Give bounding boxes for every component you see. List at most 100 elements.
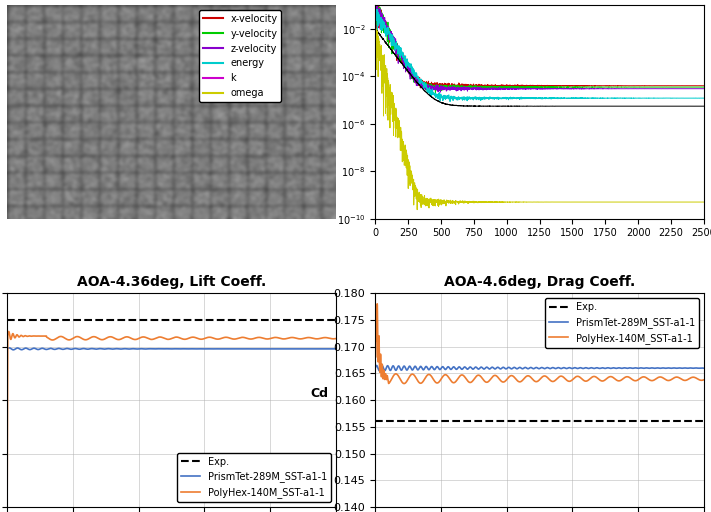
y-velocity xyxy=(652,84,661,90)
z-velocity xyxy=(378,13,386,19)
y-velocity xyxy=(431,90,439,96)
omega xyxy=(371,29,380,35)
PolyHex-140M_SST-a1-1 xyxy=(4,328,13,334)
PolyHex-140M_SST-a1-1 xyxy=(383,375,392,381)
x-velocity xyxy=(555,82,563,89)
Exp. xyxy=(371,418,380,424)
k xyxy=(665,103,673,109)
y-velocity xyxy=(665,84,673,90)
PrismTet-289M_SST-a1-1 xyxy=(68,346,76,352)
omega xyxy=(639,199,648,205)
y-velocity xyxy=(639,84,648,90)
x-velocity xyxy=(665,82,673,89)
PrismTet-289M_SST-a1-1 xyxy=(34,347,43,353)
omega xyxy=(665,199,673,205)
omega xyxy=(371,25,380,31)
x-velocity xyxy=(427,90,436,96)
Line: PrismTet-289M_SST-a1-1: PrismTet-289M_SST-a1-1 xyxy=(7,348,336,350)
k xyxy=(498,103,507,109)
y-velocity xyxy=(378,15,387,22)
y-velocity xyxy=(555,84,563,90)
k xyxy=(652,103,661,109)
y-velocity xyxy=(700,84,708,90)
k xyxy=(638,103,647,109)
k xyxy=(700,103,708,109)
Exp. xyxy=(371,418,380,424)
energy xyxy=(652,95,661,101)
z-velocity xyxy=(638,86,647,92)
PrismTet-289M_SST-a1-1 xyxy=(436,367,444,373)
z-velocity xyxy=(555,86,563,92)
PolyHex-140M_SST-a1-1 xyxy=(540,373,549,379)
PolyHex-140M_SST-a1-1 xyxy=(66,336,75,343)
Line: y-velocity: y-velocity xyxy=(375,1,704,93)
z-velocity xyxy=(498,86,507,92)
Y-axis label: Cd: Cd xyxy=(311,387,329,400)
z-velocity xyxy=(665,86,673,92)
z-velocity xyxy=(652,86,661,92)
PrismTet-289M_SST-a1-1 xyxy=(434,365,443,371)
Line: k: k xyxy=(375,29,704,106)
Legend: Exp., PrismTet-289M_SST-a1-1, PolyHex-140M_SST-a1-1: Exp., PrismTet-289M_SST-a1-1, PolyHex-14… xyxy=(176,453,331,502)
omega xyxy=(413,207,422,213)
k xyxy=(475,103,483,110)
PrismTet-289M_SST-a1-1 xyxy=(371,365,380,371)
Title: AOA-4.6deg, Drag Coeff.: AOA-4.6deg, Drag Coeff. xyxy=(444,275,635,289)
PrismTet-289M_SST-a1-1 xyxy=(700,365,708,371)
energy xyxy=(665,95,673,101)
PolyHex-140M_SST-a1-1 xyxy=(700,377,708,383)
Exp. xyxy=(3,317,11,323)
k xyxy=(378,35,386,41)
Line: PrismTet-289M_SST-a1-1: PrismTet-289M_SST-a1-1 xyxy=(375,366,704,371)
omega xyxy=(700,199,708,205)
PolyHex-140M_SST-a1-1 xyxy=(373,301,382,307)
PrismTet-289M_SST-a1-1 xyxy=(5,345,14,351)
PrismTet-289M_SST-a1-1 xyxy=(383,362,392,369)
PolyHex-140M_SST-a1-1 xyxy=(68,336,76,342)
z-velocity xyxy=(437,89,445,95)
Line: energy: energy xyxy=(375,9,704,101)
Title: AOA-4.36deg, Lift Coeff.: AOA-4.36deg, Lift Coeff. xyxy=(77,275,266,289)
PolyHex-140M_SST-a1-1 xyxy=(100,336,108,343)
PolyHex-140M_SST-a1-1 xyxy=(34,333,43,339)
energy xyxy=(700,95,708,101)
x-velocity xyxy=(639,83,648,89)
Line: x-velocity: x-velocity xyxy=(375,0,704,93)
PolyHex-140M_SST-a1-1 xyxy=(434,379,443,386)
x-velocity xyxy=(371,0,380,6)
PrismTet-289M_SST-a1-1 xyxy=(100,346,108,352)
energy xyxy=(378,18,387,25)
z-velocity xyxy=(371,0,380,1)
energy xyxy=(555,95,563,101)
PolyHex-140M_SST-a1-1 xyxy=(436,378,444,384)
z-velocity xyxy=(700,86,708,92)
k xyxy=(555,103,563,109)
omega xyxy=(555,199,563,205)
PolyHex-140M_SST-a1-1 xyxy=(172,334,181,340)
PrismTet-289M_SST-a1-1 xyxy=(9,347,18,353)
PrismTet-289M_SST-a1-1 xyxy=(375,368,383,374)
energy xyxy=(639,95,648,101)
PolyHex-140M_SST-a1-1 xyxy=(371,316,380,322)
y-velocity xyxy=(371,8,380,14)
energy xyxy=(498,96,507,102)
k xyxy=(371,26,380,32)
energy xyxy=(446,98,454,104)
Line: PolyHex-140M_SST-a1-1: PolyHex-140M_SST-a1-1 xyxy=(375,304,704,383)
PrismTet-289M_SST-a1-1 xyxy=(373,362,381,369)
omega xyxy=(498,199,507,205)
PrismTet-289M_SST-a1-1 xyxy=(331,346,340,352)
x-velocity xyxy=(498,82,507,89)
PolyHex-140M_SST-a1-1 xyxy=(467,379,476,385)
x-velocity xyxy=(700,82,708,89)
y-velocity xyxy=(372,0,380,4)
PolyHex-140M_SST-a1-1 xyxy=(331,335,340,342)
PolyHex-140M_SST-a1-1 xyxy=(400,380,408,387)
PolyHex-140M_SST-a1-1 xyxy=(3,504,11,510)
PrismTet-289M_SST-a1-1 xyxy=(66,346,75,352)
energy xyxy=(371,9,380,15)
PrismTet-289M_SST-a1-1 xyxy=(172,346,181,352)
Line: omega: omega xyxy=(375,28,704,210)
x-velocity xyxy=(652,82,661,89)
PolyHex-140M_SST-a1-1 xyxy=(16,334,24,340)
